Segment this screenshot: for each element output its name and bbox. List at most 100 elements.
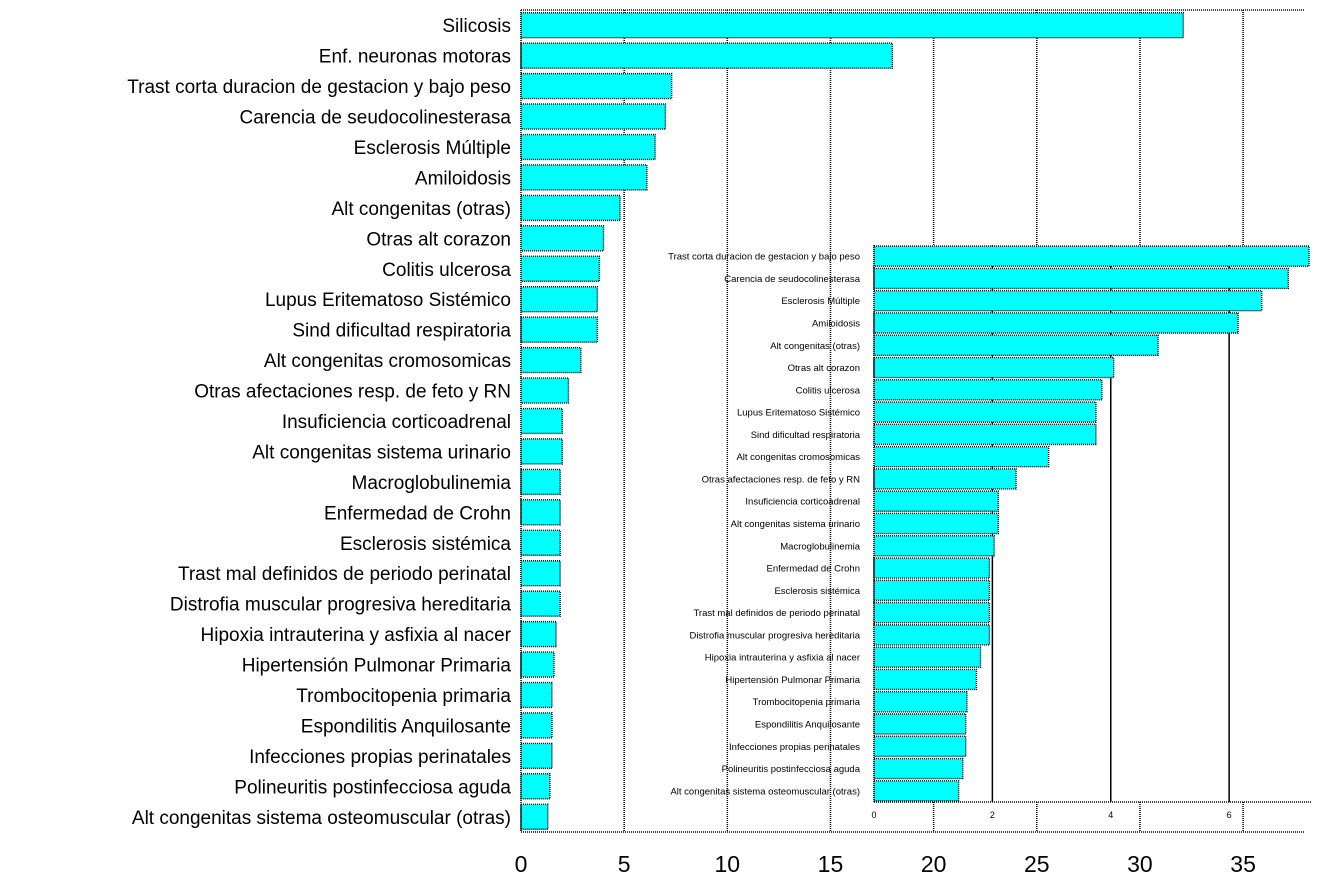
bar [873,579,991,602]
inset-chart: Trast corta duracion de gestacion y bajo… [668,245,1312,820]
bar [520,529,561,556]
category-label: Otras alt corazon [788,363,860,374]
bar [873,468,1017,490]
bar [873,379,1103,401]
category-label: Polineuritis postinfecciosa aguda [722,764,861,775]
category-label: Trast corta duracion de gestacion y bajo… [668,252,860,263]
category-label: Alt congenitas cromosomicas [736,452,860,463]
category-label: Esclerosis Múltiple [781,296,860,307]
category-label: Alt congenitas (otras) [331,199,511,220]
bar [873,691,968,713]
bar [520,407,563,435]
bar [873,423,1097,446]
bar [520,12,1184,39]
x-tick-label: 20 [921,851,947,874]
bar [873,334,1159,356]
category-label: Trast corta duracion de gestacion y bajo… [127,77,511,98]
bar [520,42,894,69]
x-tick-label: 25 [1024,851,1050,874]
category-label: Lupus Eritematoso Sistémico [265,290,511,311]
x-tick-label: 6 [1227,810,1232,820]
category-label: Carencia de seudocolinesterasa [240,108,512,129]
bar [873,735,967,758]
bar [873,312,1239,334]
category-label: Trombocitopenia primaria [296,686,511,707]
category-label: Infecciones propias perinatales [249,747,511,768]
category-label: Hipertensión Pulmonar Primaria [725,675,860,686]
category-label: Sind dificultad respiratoria [751,430,861,441]
category-label: Alt congenitas cromosomicas [264,351,511,372]
category-label: Alt congenitas (otras) [770,341,860,352]
category-label: Esclerosis Múltiple [354,138,511,159]
bar [520,499,561,526]
x-tick-label: 10 [715,851,741,874]
bar [873,289,1263,312]
bar [873,512,999,535]
category-label: Insuficiencia corticoadrenal [282,412,511,433]
bar [520,742,553,770]
category-label: Enf. neuronas motoras [319,47,511,68]
x-tick-label: 15 [818,851,844,874]
category-label: Alt congenitas sistema urinario [731,519,860,530]
bar [520,225,605,252]
category-label: Alt congenitas sistema osteomuscular (ot… [132,808,511,829]
category-label: Hipoxia intrauterina y asfixia al nacer [705,653,860,664]
x-tick-label: 2 [990,810,995,820]
category-label: Distrofia muscular progresiva hereditari… [170,595,512,616]
x-tick-label: 30 [1127,851,1153,874]
main-chart: Silicosis Enf. neuronas motoras Trast cort… [127,9,1305,874]
bar [520,620,557,648]
category-label: Trombocitopenia primaria [753,697,861,708]
category-label: Colitis ulcerosa [796,385,861,396]
bar [520,712,553,739]
category-label: Otras afectaciones resp. de feto y RN [702,474,861,485]
bar [873,401,1097,423]
category-label: Infecciones propias perinatales [729,742,860,753]
bar [520,164,648,191]
category-label: Enfermedad de Crohn [324,503,511,524]
bar [520,468,561,496]
category-label: Trast mal definidos de periodo perinatal [178,564,511,585]
bar [873,245,1310,267]
category-label: Distrofia muscular progresiva hereditari… [689,630,860,641]
bar [873,780,960,802]
bar [873,624,991,646]
bar [873,601,991,624]
bar [520,681,553,709]
category-label: Espondilitis Anquilosante [301,716,511,737]
bar [873,668,978,691]
category-label: Amiloidosis [415,168,511,189]
bar [520,438,563,465]
category-label: Macroglobulinemia [780,541,860,552]
bar [873,445,1050,468]
category-label: Espondilitis Anquilosante [755,720,860,731]
category-label: Polineuritis postinfecciosa aguda [234,777,511,798]
bar [520,103,667,130]
category-label: Carencia de seudocolinesterasa [724,274,860,285]
bar [873,267,1290,290]
bar [520,377,570,404]
category-label: Otras alt corazon [366,229,511,250]
category-label: Esclerosis sistémica [774,586,860,597]
category-label: Hipertensión Pulmonar Primaria [242,656,512,677]
bar [520,560,561,587]
bar [873,713,967,735]
bar [520,133,656,161]
bar [520,72,673,100]
category-label: Hipoxia intrauterina y asfixia al nacer [201,625,512,646]
category-label: Lupus Eritematoso Sistémico [737,408,860,419]
bar [520,773,551,800]
bar [873,535,995,557]
category-label: Amiloidosis [812,318,860,329]
category-label: Otras afectaciones resp. de feto y RN [194,382,511,403]
bar [520,346,582,374]
category-label: Silicosis [442,16,511,37]
x-tick-label: 5 [618,851,631,874]
bar [873,490,999,512]
x-tick-label: 35 [1230,851,1256,874]
category-label: Alt congenitas sistema osteomuscular (ot… [670,786,860,797]
category-label: Macroglobulinemia [352,473,512,494]
bar [520,590,561,617]
x-tick-label: 4 [1108,810,1113,820]
